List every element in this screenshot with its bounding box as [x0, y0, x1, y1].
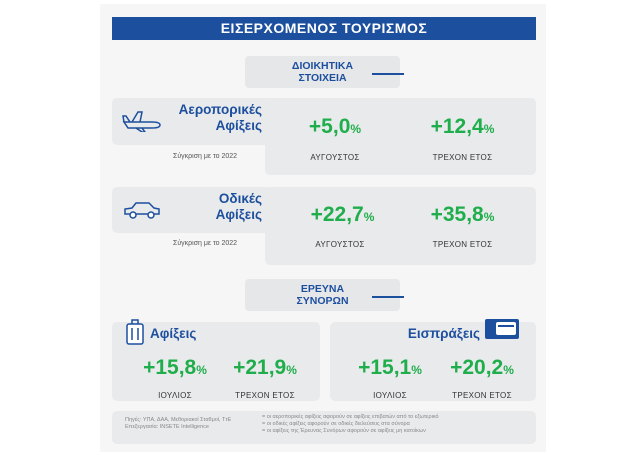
heading-text: Αφίξεις: [215, 118, 262, 133]
stat-number: +15,8: [143, 356, 197, 379]
luggage-icon: [126, 319, 144, 345]
card-icon: [485, 319, 519, 339]
stat-number: +5,0: [308, 115, 351, 138]
stat-value: +12,4%: [410, 115, 515, 139]
footer-sources: Πηγές: ΥΠΑ, ΔΑΑ, Μεθοριακοί Σταθμοί, ΤτΕ…: [125, 417, 255, 431]
stats-panel: [112, 322, 320, 401]
heading-text: Αεροπορικές: [178, 102, 262, 117]
stat-label: ΑΥΓΟΥΣΤΟΣ: [315, 240, 365, 249]
panel-heading: Εισπράξεις: [407, 326, 480, 341]
section-label: ΔΙΟΙΚΗΤΙΚΑ ΣΤΟΙΧΕΙΑ: [245, 56, 400, 88]
stat-number: +15,1: [358, 356, 412, 379]
stat-label: ΙΟΥΛΙΟΣ: [373, 391, 407, 400]
stat-number: +20,2: [450, 356, 504, 379]
stats-panel: [265, 98, 536, 175]
stat-label: ΤΡΕΧΟΝ ΕΤΟΣ: [235, 391, 295, 400]
stat-value: +21,9%: [215, 356, 315, 380]
stat-unit: %: [350, 122, 362, 136]
footer-text: Πηγές: ΥΠΑ, ΔΑΑ, Μεθοριακοί Σταθμοί, ΤτΕ: [125, 417, 232, 423]
footer-note: = οι αεροπορικές αφίξεις αφορούν σε αφίξ…: [262, 414, 439, 420]
stat-number: +12,4: [430, 115, 484, 138]
section-label: ΕΡΕΥΝΑ ΣΥΝΟΡΩΝ: [245, 279, 400, 311]
plane-icon: [122, 111, 161, 132]
stat-unit: %: [483, 122, 495, 136]
section-label-text: ΣΤΟΙΧΕΙΑ: [298, 72, 347, 84]
footer-note: = οι οδικές αφίξεις αφορούν σε οδικές δι…: [262, 421, 410, 427]
stat-number: +35,8: [430, 203, 484, 226]
stat-value: +22,7%: [290, 203, 395, 227]
stat-value: +20,2%: [432, 356, 532, 380]
footer-panel: [112, 411, 536, 444]
panel-heading: Αφίξεις: [150, 326, 197, 341]
divider: [372, 73, 404, 75]
car-icon: [124, 202, 160, 219]
stat-unit: %: [483, 210, 495, 224]
stat-value: +35,8%: [410, 203, 515, 227]
comparison-note: Σύγκριση με το 2022: [173, 240, 238, 247]
section-label-text: ΕΡΕΥΝΑ: [300, 283, 345, 295]
stat-label: ΤΡΕΧΟΝ ΕΤΟΣ: [432, 153, 493, 162]
stat-value: +15,1%: [340, 356, 440, 380]
footer-text: Επεξεργασία: INSETE Intelligence: [125, 424, 209, 430]
stat-unit: %: [286, 363, 297, 377]
title-bar: ΕΙΣΕΡΧΟΜΕΝΟΣ ΤΟΥΡΙΣΜΟΣ: [112, 17, 536, 40]
stat-label: ΤΡΕΧΟΝ ΕΤΟΣ: [452, 391, 512, 400]
stat-number: +21,9: [233, 356, 287, 379]
footer-note: = οι αφίξεις της Έρευνας Συνόρων αφορούν…: [262, 428, 426, 434]
section-label-text: ΣΥΝΟΡΩΝ: [296, 295, 349, 307]
stat-label: ΙΟΥΛΙΟΣ: [158, 391, 192, 400]
stat-label: ΑΥΓΟΥΣΤΟΣ: [310, 153, 360, 162]
heading-panel: [112, 187, 272, 233]
stat-label: ΤΡΕΧΟΝ ΕΤΟΣ: [432, 240, 493, 249]
stat-number: +22,7: [310, 203, 364, 226]
row-heading: Αεροπορικές Αφίξεις: [160, 102, 262, 134]
section-label-text: ΔΙΟΙΚΗΤΙΚΑ: [291, 60, 354, 72]
stats-panel: [265, 187, 536, 265]
stat-unit: %: [196, 363, 207, 377]
footer-notes: = οι αεροπορικές αφίξεις αφορούν σε αφίξ…: [262, 414, 530, 435]
stat-unit: %: [363, 210, 375, 224]
heading-text: Αφίξεις: [215, 207, 262, 222]
comparison-note: Σύγκριση με το 2022: [173, 153, 238, 160]
stat-value: +5,0%: [285, 115, 385, 139]
row-heading: Οδικές Αφίξεις: [160, 191, 262, 223]
stat-value: +15,8%: [125, 356, 225, 380]
stat-unit: %: [411, 363, 422, 377]
stat-unit: %: [503, 363, 514, 377]
divider: [372, 296, 404, 298]
heading-text: Οδικές: [218, 191, 262, 206]
